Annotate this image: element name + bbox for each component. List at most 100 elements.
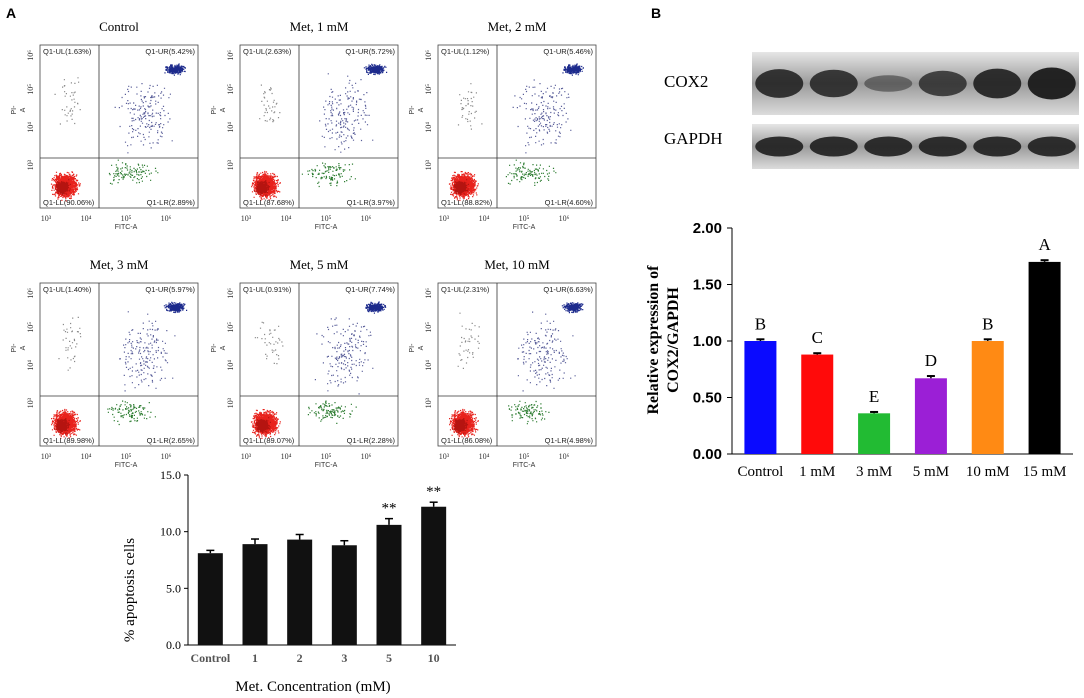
cox2-x-tick-label: 5 mM — [913, 464, 949, 480]
flow-x-axis-label: FITC-A — [513, 224, 536, 231]
blot-band — [864, 75, 913, 92]
flow-x-axis-label: FITC-A — [115, 224, 138, 231]
cox2-y-tick-label: 0.50 — [693, 390, 722, 407]
apoptosis-x-tick-label: Control — [190, 651, 230, 665]
flow-y-axis-label-bottom: A — [418, 107, 425, 112]
flow-plot-title: Control — [99, 19, 139, 34]
quadrant-ur-label: Q1-UR(5.97%) — [145, 285, 195, 294]
cox2-bar — [1028, 261, 1061, 454]
flow-x-tick: 10³ — [241, 214, 252, 223]
upper-right-scatter — [119, 311, 176, 392]
cox2-bar-chart: Relative expression of COX2/GAPDH 0.00 0.… — [645, 220, 1073, 480]
upper-left-population — [58, 316, 82, 371]
flow-x-tick: 10⁵ — [121, 214, 132, 223]
flow-y-tick: 10⁵ — [26, 84, 35, 95]
cox2-y-tick-label: 0.00 — [693, 446, 722, 463]
panel-label-b: B — [651, 5, 661, 21]
flow-x-axis-label: FITC-A — [115, 462, 138, 469]
flow-x-tick: 10⁵ — [321, 452, 332, 461]
flow-y-axis-label-bottom: A — [220, 345, 227, 350]
cox2-bar — [744, 341, 777, 454]
flow-plot: Met, 10 mM Q1-UL(2.31%) Q1-UR(6.63%) Q1-LL(… — [409, 257, 597, 469]
cox2-significance-letter: D — [925, 351, 937, 370]
flow-y-tick: 10⁵ — [26, 322, 35, 333]
quadrant-ul-label: Q1-UL(2.31%) — [441, 285, 490, 294]
flow-cytometry-grid: Control Q1-UL(1.63%) Q1-UR(5.42%) Q1-LL(90.… — [11, 19, 597, 469]
flow-y-tick: 10³ — [424, 397, 433, 408]
flow-y-tick: 10³ — [226, 397, 235, 408]
quadrant-ur-label: Q1-UR(5.46%) — [543, 47, 593, 56]
flow-plot: Met, 5 mM Q1-UL(0.91%) Q1-UR(7.74%) Q1-LL(8… — [211, 257, 399, 469]
cox2-bar — [914, 378, 947, 454]
apoptosis-y-tick-label: 5.0 — [166, 581, 181, 595]
upper-right-cluster — [163, 301, 188, 314]
flow-x-tick: 10⁴ — [281, 214, 292, 223]
cox2-x-tick-label: Control — [737, 464, 783, 480]
flow-x-tick: 10⁵ — [321, 214, 332, 223]
apoptosis-bar — [287, 539, 313, 645]
lower-left-core — [54, 418, 71, 434]
flow-x-axis-label: FITC-A — [315, 224, 338, 231]
apoptosis-bar — [421, 506, 447, 645]
flow-y-tick: 10⁶ — [226, 50, 235, 61]
quadrant-ur-label: Q1-UR(6.63%) — [543, 285, 593, 294]
quadrant-ur-label: Q1-UR(5.72%) — [345, 47, 395, 56]
quadrant-ul-label: Q1-UL(2.63%) — [243, 47, 292, 56]
flow-plot-title: Met, 1 mM — [290, 19, 349, 34]
flow-y-axis-label-top: PI- — [409, 343, 416, 353]
cox2-significance-letter: B — [982, 314, 993, 333]
upper-right-cluster — [561, 302, 584, 314]
quadrant-lr-label: Q1-LR(2.89%) — [147, 198, 196, 207]
flow-plot: Control Q1-UL(1.63%) Q1-UR(5.42%) Q1-LL(90.… — [11, 19, 199, 231]
quadrant-lr-label: Q1-LR(3.97%) — [347, 198, 396, 207]
flow-y-tick: 10³ — [26, 159, 35, 170]
flow-y-tick: 10⁶ — [424, 50, 433, 61]
flow-x-tick: 10⁶ — [559, 214, 570, 223]
flow-x-axis-label: FITC-A — [315, 462, 338, 469]
flow-y-tick: 10⁵ — [226, 322, 235, 333]
cox2-bar — [971, 341, 1004, 454]
significance-marker: ** — [382, 501, 397, 517]
significance-marker: ** — [426, 484, 441, 500]
flow-y-tick: 10⁵ — [424, 84, 433, 95]
upper-right-scatter — [114, 83, 173, 154]
cox2-y-tick-label: 2.00 — [693, 220, 722, 237]
flow-y-tick: 10⁶ — [26, 50, 35, 61]
upper-left-population — [254, 321, 284, 365]
quadrant-ul-label: Q1-UL(1.40%) — [43, 285, 92, 294]
quadrant-ul-label: Q1-UL(0.91%) — [243, 285, 292, 294]
flow-x-tick: 10⁶ — [361, 214, 372, 223]
flow-dots — [51, 301, 188, 439]
flow-x-tick: 10⁶ — [559, 452, 570, 461]
quadrant-ur-label: Q1-UR(5.42%) — [145, 47, 195, 56]
cox2-y-tick-label: 1.50 — [693, 277, 722, 294]
flow-y-axis-label-top: PI- — [11, 105, 18, 115]
blot-label-gapdh: GAPDH — [664, 129, 723, 148]
upper-right-scatter — [314, 317, 374, 395]
blot-band — [809, 136, 858, 157]
lower-left-core — [55, 179, 71, 196]
lower-right-population — [108, 159, 159, 185]
flow-y-tick: 10³ — [424, 159, 433, 170]
blot-label-cox2: COX2 — [664, 72, 708, 91]
flow-x-tick: 10³ — [41, 214, 52, 223]
cox2-bar — [858, 413, 891, 454]
flow-plot: Met, 2 mM Q1-UL(1.12%) Q1-UR(5.46%) Q1-LL(8… — [409, 19, 597, 231]
quadrant-ll-label: Q1-LL(86.08%) — [441, 436, 493, 445]
blot-band — [918, 136, 967, 157]
flow-plot: Met, 3 mM Q1-UL(1.40%) Q1-UR(5.97%) Q1-LL(8… — [11, 257, 199, 469]
quadrant-ll-label: Q1-LL(87.68%) — [243, 198, 295, 207]
flow-dots — [449, 302, 584, 439]
blot-band — [973, 136, 1022, 157]
flow-dots — [251, 63, 388, 201]
flow-y-axis-label-top: PI- — [211, 343, 218, 353]
cox2-bar — [801, 354, 834, 454]
apoptosis-x-tick-label: 1 — [252, 651, 258, 665]
lower-right-population — [107, 400, 156, 426]
flow-plot-title: Met, 3 mM — [90, 257, 149, 272]
blot-band — [755, 69, 804, 98]
upper-right-scatter — [517, 311, 576, 392]
flow-y-tick: 10³ — [26, 397, 35, 408]
flow-y-tick: 10³ — [226, 159, 235, 170]
flow-x-tick: 10⁴ — [281, 452, 292, 461]
